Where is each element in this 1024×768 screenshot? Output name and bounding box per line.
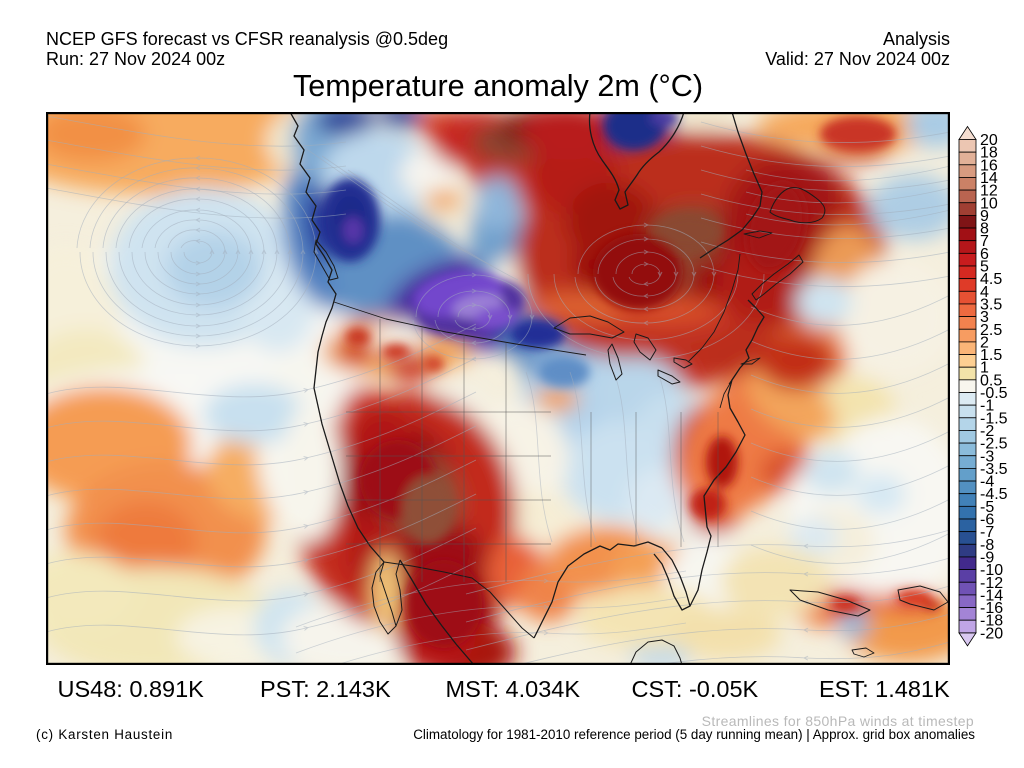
svg-text:20: 20 (980, 132, 998, 149)
svg-text:1.5: 1.5 (980, 347, 1002, 364)
svg-text:-9: -9 (980, 549, 994, 566)
svg-text:-0.5: -0.5 (980, 385, 1008, 402)
svg-text:0.5: 0.5 (980, 372, 1002, 389)
svg-text:10: 10 (980, 195, 998, 212)
svg-text:-14: -14 (980, 587, 1003, 604)
svg-text:3.5: 3.5 (980, 296, 1002, 313)
svg-text:2: 2 (980, 334, 989, 351)
svg-text:9: 9 (980, 208, 989, 225)
svg-text:-12: -12 (980, 575, 1003, 592)
svg-text:-10: -10 (980, 562, 1003, 579)
svg-text:-20: -20 (980, 625, 1003, 642)
svg-text:-1.5: -1.5 (980, 410, 1008, 427)
svg-text:16: 16 (980, 157, 998, 174)
svg-text:-5: -5 (980, 499, 994, 516)
svg-text:-3: -3 (980, 448, 994, 465)
svg-text:12: 12 (980, 183, 998, 200)
svg-text:5: 5 (980, 259, 989, 276)
svg-text:-16: -16 (980, 600, 1003, 617)
svg-text:-4: -4 (980, 474, 994, 491)
svg-text:-2: -2 (980, 423, 994, 440)
svg-text:-18: -18 (980, 613, 1003, 630)
svg-text:8: 8 (980, 221, 989, 238)
svg-text:14: 14 (980, 170, 998, 187)
svg-text:-1: -1 (980, 398, 994, 415)
svg-text:-6: -6 (980, 512, 994, 529)
svg-text:4: 4 (980, 284, 989, 301)
svg-text:-3.5: -3.5 (980, 461, 1008, 478)
svg-text:2.5: 2.5 (980, 322, 1002, 339)
svg-text:7: 7 (980, 233, 989, 250)
svg-text:-7: -7 (980, 524, 994, 541)
svg-text:6: 6 (980, 246, 989, 263)
svg-text:3: 3 (980, 309, 989, 326)
svg-text:4.5: 4.5 (980, 271, 1002, 288)
svg-text:18: 18 (980, 145, 998, 162)
svg-text:-4.5: -4.5 (980, 486, 1008, 503)
svg-text:1: 1 (980, 360, 989, 377)
svg-text:-2.5: -2.5 (980, 436, 1008, 453)
svg-text:-8: -8 (980, 537, 994, 554)
